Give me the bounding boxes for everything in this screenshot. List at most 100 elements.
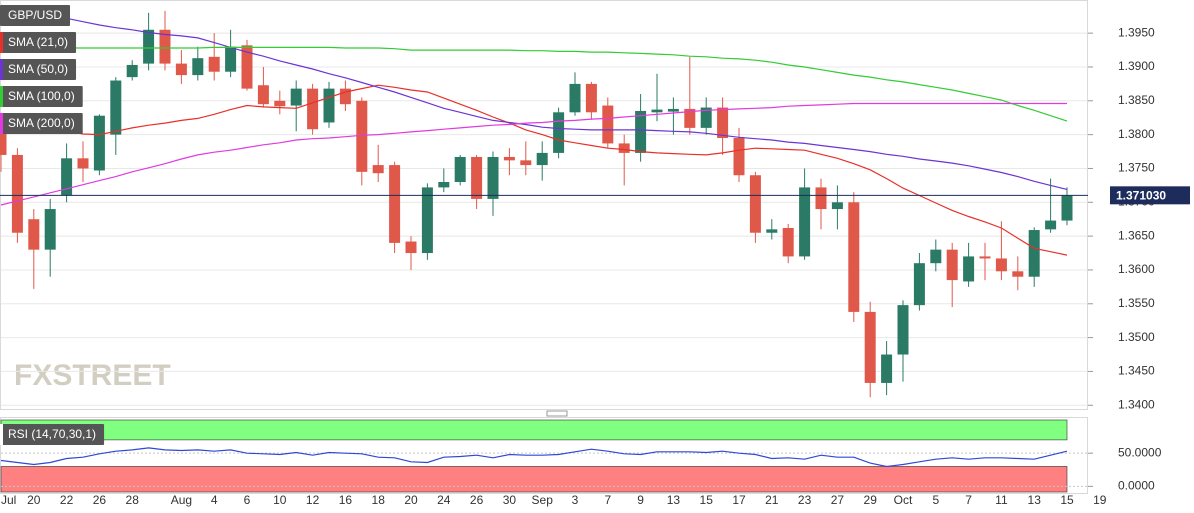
- x-tick-label: 18: [372, 493, 386, 507]
- legend-box: [0, 424, 105, 445]
- candle-body: [421, 187, 433, 254]
- x-tick-label: 13: [1028, 493, 1042, 507]
- candle-body: [536, 152, 548, 166]
- x-tick-label: 26: [470, 493, 484, 507]
- y-tick-label: 50.0000: [1118, 445, 1162, 459]
- panel-splitter[interactable]: [546, 410, 568, 417]
- y-tick-label: 1.3900: [1118, 59, 1155, 73]
- candle-body: [864, 311, 876, 383]
- x-tick-label: 21: [765, 493, 779, 507]
- x-tick-label: 12: [306, 493, 320, 507]
- y-tick-label: 1.3750: [1118, 161, 1155, 175]
- line-series: [1, 46, 1068, 122]
- candle-body: [897, 305, 909, 355]
- candle-body: [159, 29, 171, 64]
- candle-body: [356, 100, 368, 172]
- candle-body: [799, 187, 811, 257]
- legend-item: SMA (100,0): [0, 86, 83, 107]
- candle-body: [520, 160, 532, 166]
- candle-body: [257, 85, 269, 105]
- legend-item: SMA (21,0): [0, 32, 77, 53]
- legend-label: RSI (14,70,30,1): [8, 427, 96, 441]
- candle-body: [930, 249, 942, 264]
- legend-label: SMA (100,0): [8, 89, 75, 103]
- x-tick-label: 26: [93, 493, 107, 507]
- last-price-box: [1110, 186, 1190, 205]
- legend-swatch: [0, 113, 3, 134]
- x-tick-label: 11: [995, 493, 1008, 507]
- candle-body: [323, 88, 335, 123]
- candle-body: [487, 156, 499, 199]
- candle-body: [1061, 195, 1073, 221]
- candle-body: [618, 143, 630, 153]
- candle-body: [831, 202, 843, 210]
- x-tick-label: 29: [864, 493, 878, 507]
- y-tick-label: 1.3800: [1118, 127, 1155, 141]
- legend-box: [0, 5, 71, 26]
- candle-body: [503, 156, 515, 161]
- candle-body: [44, 209, 56, 250]
- overbought-band: [0, 419, 1068, 441]
- candle-body: [749, 175, 761, 233]
- y-tick-label: 1.3950: [1118, 25, 1155, 39]
- y-tick-label: 1.3450: [1118, 364, 1155, 378]
- candle-body: [389, 165, 401, 243]
- legend-label: SMA (21,0): [8, 35, 68, 49]
- x-tick-label: 10: [273, 493, 287, 507]
- candle-body: [1028, 230, 1040, 277]
- candle-body: [175, 63, 187, 76]
- marks: [0, 4, 1093, 493]
- x-tick-label: 17: [732, 493, 746, 507]
- candle-body: [700, 107, 712, 128]
- candle-body: [1012, 271, 1024, 277]
- legend-label: SMA (50,0): [8, 62, 68, 76]
- candle-body: [733, 138, 745, 176]
- x-tick-label: Sep: [532, 493, 554, 507]
- candle-body: [569, 83, 581, 113]
- last-price-label: 1.371030: [1116, 188, 1166, 202]
- line-series: [0, 4, 1068, 190]
- y-tick-label: 1.3650: [1118, 228, 1155, 242]
- candle-body: [11, 154, 23, 233]
- candle-body: [307, 88, 319, 130]
- candle-body: [848, 202, 860, 312]
- candle-body: [241, 45, 253, 89]
- candle-body: [454, 156, 466, 182]
- candle-body: [717, 107, 729, 139]
- candle-body: [913, 263, 925, 306]
- y-tick-label: 0.0000: [1118, 479, 1155, 493]
- legend-box: [0, 59, 77, 80]
- x-tick-label: 7: [604, 493, 611, 507]
- legend-swatch: [0, 86, 3, 107]
- x-tick-label: 20: [27, 493, 41, 507]
- candle-body: [585, 83, 597, 113]
- candle-body: [684, 108, 696, 128]
- x-tick-label: 4: [211, 493, 218, 507]
- candle-body: [979, 256, 991, 259]
- x-tick-label: 27: [831, 493, 845, 507]
- candle-body: [815, 187, 827, 210]
- legend-item: RSI (14,70,30,1): [0, 424, 105, 445]
- candle-body: [651, 109, 663, 113]
- candle-body: [126, 64, 138, 78]
- candle-body: [61, 158, 73, 196]
- legend-swatch: [0, 32, 3, 53]
- x-tick-label: 7: [965, 493, 972, 507]
- x-tick-label: Aug: [171, 493, 192, 507]
- candle-body: [274, 100, 286, 107]
- y-tick-label: 1.3600: [1118, 262, 1155, 276]
- watermark: FXSTREET: [14, 359, 171, 392]
- candle-body: [290, 88, 302, 106]
- candle-body: [0, 131, 7, 155]
- line-series: [0, 84, 1068, 256]
- candle-body: [93, 115, 105, 171]
- candle-body: [946, 249, 958, 281]
- candle-body: [339, 88, 351, 105]
- candle-body: [110, 80, 122, 135]
- legend-box: [0, 86, 83, 107]
- x-tick-label: 20: [404, 493, 418, 507]
- x-tick-label: 22: [60, 493, 74, 507]
- y-tick-label: 1.3500: [1118, 330, 1155, 344]
- candle-body: [782, 228, 794, 257]
- candle-body: [881, 354, 893, 383]
